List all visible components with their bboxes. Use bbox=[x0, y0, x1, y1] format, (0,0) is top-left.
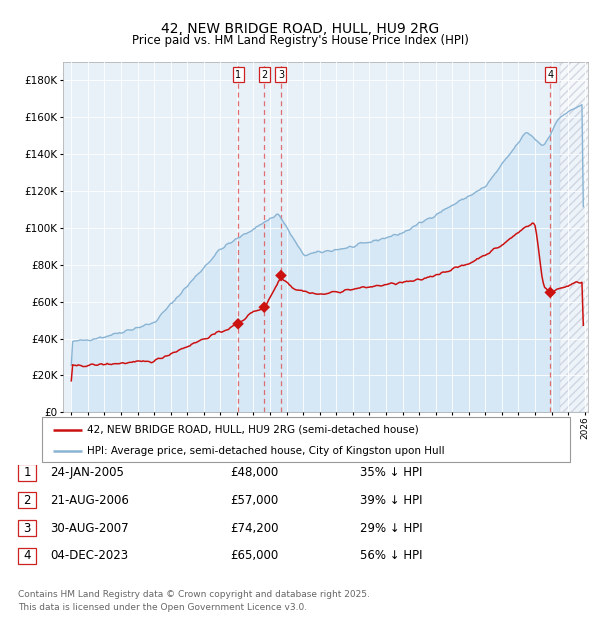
Text: 3: 3 bbox=[23, 521, 31, 534]
Text: 04-DEC-2023: 04-DEC-2023 bbox=[50, 549, 128, 562]
Point bbox=[276, 270, 286, 280]
Text: HPI: Average price, semi-detached house, City of Kingston upon Hull: HPI: Average price, semi-detached house,… bbox=[87, 446, 445, 456]
Text: 30-AUG-2007: 30-AUG-2007 bbox=[50, 521, 128, 534]
Text: 4: 4 bbox=[23, 549, 31, 562]
Text: 1: 1 bbox=[235, 70, 241, 80]
Text: 42, NEW BRIDGE ROAD, HULL, HU9 2RG: 42, NEW BRIDGE ROAD, HULL, HU9 2RG bbox=[161, 22, 439, 36]
Text: 21-AUG-2006: 21-AUG-2006 bbox=[50, 494, 129, 507]
Text: 29% ↓ HPI: 29% ↓ HPI bbox=[360, 521, 422, 534]
Text: 4: 4 bbox=[547, 70, 553, 80]
Text: 39% ↓ HPI: 39% ↓ HPI bbox=[360, 494, 422, 507]
Point bbox=[545, 288, 555, 298]
Text: 56% ↓ HPI: 56% ↓ HPI bbox=[360, 549, 422, 562]
Text: 2: 2 bbox=[23, 494, 31, 507]
FancyBboxPatch shape bbox=[42, 417, 570, 462]
Text: 35% ↓ HPI: 35% ↓ HPI bbox=[360, 466, 422, 479]
FancyBboxPatch shape bbox=[18, 492, 36, 508]
Text: £48,000: £48,000 bbox=[230, 466, 278, 479]
Text: This data is licensed under the Open Government Licence v3.0.: This data is licensed under the Open Gov… bbox=[18, 603, 307, 612]
Text: 1: 1 bbox=[23, 466, 31, 479]
Text: Contains HM Land Registry data © Crown copyright and database right 2025.: Contains HM Land Registry data © Crown c… bbox=[18, 590, 370, 600]
Text: £65,000: £65,000 bbox=[230, 549, 278, 562]
FancyBboxPatch shape bbox=[18, 464, 36, 480]
Point bbox=[233, 319, 243, 329]
Text: 3: 3 bbox=[278, 70, 284, 80]
Text: Price paid vs. HM Land Registry's House Price Index (HPI): Price paid vs. HM Land Registry's House … bbox=[131, 34, 469, 47]
Text: 42, NEW BRIDGE ROAD, HULL, HU9 2RG (semi-detached house): 42, NEW BRIDGE ROAD, HULL, HU9 2RG (semi… bbox=[87, 425, 419, 435]
FancyBboxPatch shape bbox=[18, 547, 36, 564]
FancyBboxPatch shape bbox=[18, 520, 36, 536]
Text: 24-JAN-2005: 24-JAN-2005 bbox=[50, 466, 124, 479]
Text: 2: 2 bbox=[261, 70, 268, 80]
Text: £57,000: £57,000 bbox=[230, 494, 278, 507]
Text: £74,200: £74,200 bbox=[230, 521, 278, 534]
Point bbox=[259, 302, 269, 312]
